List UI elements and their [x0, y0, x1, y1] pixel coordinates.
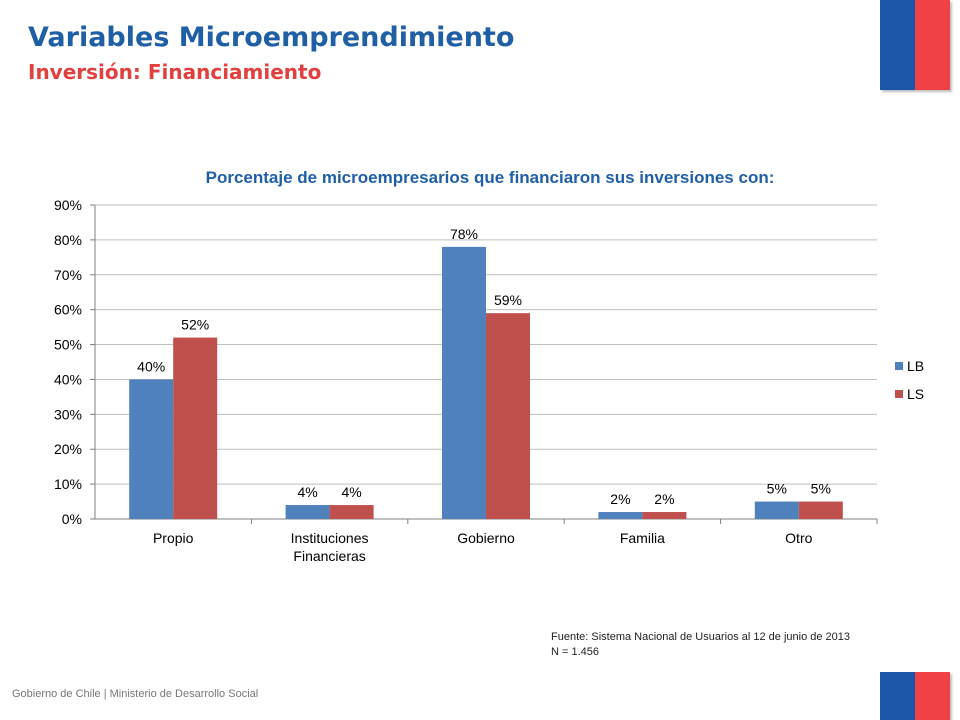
data-label: 78%: [450, 226, 478, 242]
legend-swatch-ls: [895, 390, 903, 398]
data-label: 2%: [654, 491, 674, 507]
bar-ls: [798, 501, 843, 519]
chile-flag-logo-footer: [880, 672, 950, 720]
page-title: Variables Microemprendimiento: [28, 22, 515, 53]
y-tick-label: 60%: [54, 302, 82, 318]
source-line: Fuente: Sistema Nacional de Usuarios al …: [551, 631, 851, 643]
legend-label: LS: [907, 386, 924, 402]
bar-ls: [329, 505, 374, 519]
page-subtitle: Inversión: Financiamiento: [28, 60, 322, 84]
chile-flag-logo: [880, 0, 950, 90]
data-label: 4%: [297, 484, 317, 500]
y-tick-label: 30%: [54, 406, 82, 422]
y-tick-label: 0%: [62, 511, 82, 527]
bar-lb: [129, 379, 174, 519]
y-tick-label: 80%: [54, 232, 82, 248]
bar-lb: [598, 512, 643, 519]
x-category-label: Familia: [620, 530, 665, 546]
sample-size: N = 1.456: [551, 646, 600, 658]
data-label: 5%: [767, 481, 787, 497]
x-category-label: Otro: [785, 530, 812, 546]
bar-lb: [285, 505, 330, 519]
bar-ls: [486, 313, 530, 519]
bar-lb: [442, 246, 486, 519]
chart-title: Porcentaje de microempresarios que finan…: [205, 168, 775, 187]
legend-swatch-lb: [895, 362, 903, 370]
bar-ls: [642, 512, 687, 519]
legend-label: LB: [907, 358, 924, 374]
bar-lb: [754, 501, 799, 519]
x-category-label: Instituciones: [291, 530, 369, 546]
data-label: 40%: [137, 358, 165, 374]
y-tick-label: 90%: [54, 197, 82, 213]
bar-ls: [173, 337, 218, 519]
y-tick-label: 50%: [54, 337, 82, 353]
y-tick-label: 40%: [54, 371, 82, 387]
x-category-label: Propio: [153, 530, 194, 546]
data-label: 52%: [181, 317, 209, 333]
data-label: 2%: [610, 491, 630, 507]
footer-text: Gobierno de Chile | Ministerio de Desarr…: [12, 688, 259, 700]
x-category-label: Financieras: [293, 548, 365, 564]
x-category-label: Gobierno: [457, 530, 515, 546]
data-label: 5%: [811, 481, 831, 497]
source-note: Fuente: Sistema Nacional de Usuarios al …: [551, 630, 850, 660]
data-label: 59%: [494, 292, 522, 308]
data-label: 4%: [341, 484, 361, 500]
y-tick-label: 10%: [54, 476, 82, 492]
y-tick-label: 20%: [54, 441, 82, 457]
y-tick-label: 70%: [54, 267, 82, 283]
